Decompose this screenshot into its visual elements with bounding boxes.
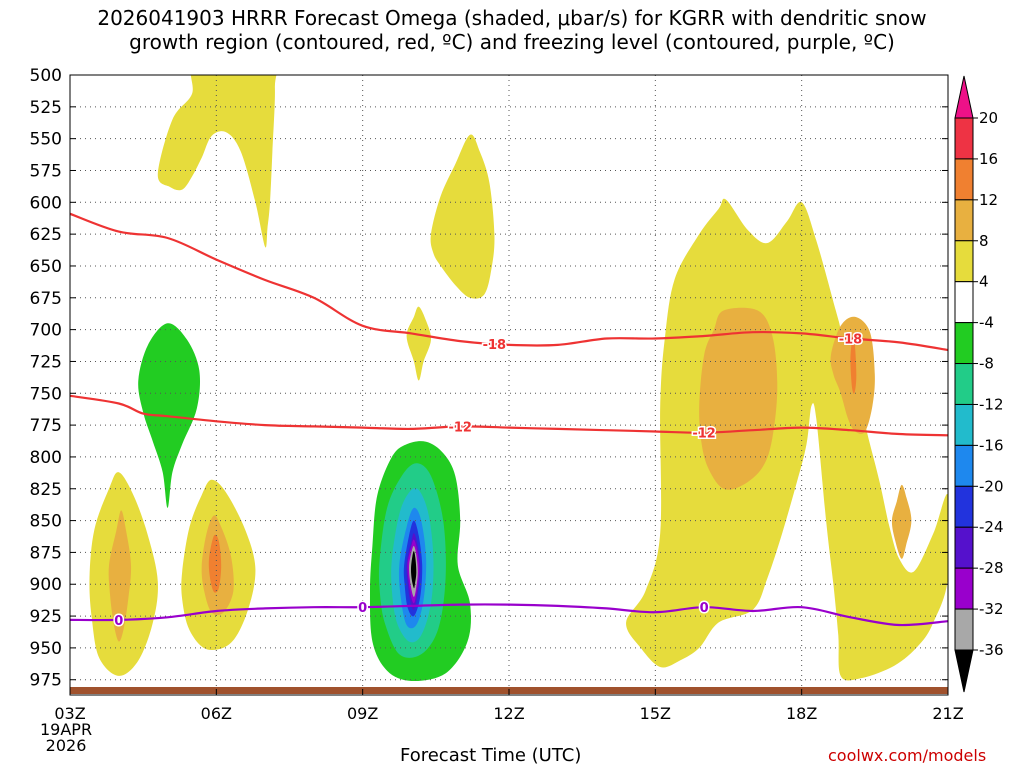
contour-label-0-2: 0 (700, 601, 709, 616)
x-tick-label-12Z: 12Z (493, 704, 524, 723)
chart-title-line2: growth region (contoured, red, ºC) and f… (129, 30, 895, 54)
colorbar-label-20: 20 (979, 109, 998, 127)
colorbar-bottom-cap (954, 649, 974, 693)
colorbar-bin--36--32 (954, 608, 974, 651)
y-tick-label-825: 825 (30, 480, 62, 500)
y-tick-label-925: 925 (30, 607, 62, 627)
omega-region-18 (626, 198, 948, 681)
axes: 500 525 550 575 600 625 650 675 700 725 750 775 800 8… (30, 66, 964, 723)
colorbar-label--8: -8 (979, 355, 994, 373)
contour-line--12 (70, 394, 948, 437)
y-tick-label-875: 875 (30, 543, 62, 563)
colorbar-bin--16--12 (954, 403, 974, 446)
x-tick-label-15Z: 15Z (640, 704, 671, 723)
colorbar-bin-8-12 (954, 199, 974, 242)
colorbar-bin-12-16 (954, 158, 974, 201)
colorbar-label--16: -16 (979, 436, 1004, 454)
y-tick-label-550: 550 (30, 130, 62, 150)
colorbar-label--32: -32 (979, 600, 1004, 618)
credit-link[interactable]: coolwx.com/models (828, 746, 987, 765)
temperature-contours: -18 -18 -12 -12 0 0 0 (70, 212, 948, 630)
start-date-day: 19APR (40, 720, 93, 739)
colorbar-bin--20--16 (954, 444, 974, 487)
colorbar-label--36: -36 (979, 641, 1004, 659)
colorbar-bin-4-8 (954, 240, 974, 283)
colorbar-label--4: -4 (979, 314, 994, 332)
chart-title: 2026041903 HRRR Forecast Omega (shaded, … (0, 6, 1024, 54)
omega-region-22 (891, 484, 912, 559)
x-tick-label-18Z: 18Z (786, 704, 817, 723)
omega-region-21 (850, 332, 857, 394)
contour-label--12-0: -12 (448, 420, 472, 435)
x-tick-label-03Z: 03Z (54, 704, 85, 723)
y-tick-label-850: 850 (30, 512, 62, 532)
y-tick-label-675: 675 (30, 289, 62, 309)
y-tick-label-600: 600 (30, 193, 62, 213)
y-tick-label-800: 800 (30, 448, 62, 468)
contour-label--18-0: -18 (483, 338, 507, 353)
start-date-label: 19APR 2026 (40, 722, 92, 754)
colorbar-label-16: 16 (979, 150, 998, 168)
contour-label--12-1: -12 (692, 427, 716, 442)
x-axis-label: Forecast Time (UTC) (400, 745, 582, 766)
omega-region-17 (410, 551, 417, 589)
colorbar-bin--24--20 (954, 485, 974, 528)
colorbar-bin--8--4 (954, 322, 974, 365)
colorbar-bin--12--8 (954, 363, 974, 405)
contour-line--18 (70, 212, 948, 352)
y-tick-label-500: 500 (30, 66, 62, 86)
chart-title-line1: 2026041903 HRRR Forecast Omega (shaded, … (97, 6, 927, 30)
omega-shading (89, 75, 948, 682)
colorbar-top-cap (954, 75, 974, 119)
contour-line-0 (70, 603, 948, 627)
colorbar-bin-16-20 (954, 117, 974, 160)
y-tick-label-725: 725 (30, 352, 62, 372)
x-tick-label-06Z: 06Z (201, 704, 232, 723)
colorbar-label-12: 12 (979, 191, 998, 209)
colorbar-label--24: -24 (979, 518, 1004, 536)
omega-region-4 (208, 534, 222, 593)
contour-label--18-1: -18 (839, 333, 863, 348)
colorbar-bin--4-4 (954, 281, 974, 324)
colorbar-bin--28--24 (954, 526, 974, 569)
y-tick-label-650: 650 (30, 257, 62, 277)
contour-label-0-1: 0 (358, 601, 367, 616)
x-tick-label-09Z: 09Z (347, 704, 378, 723)
colorbar: 20 16 12 8 4 -4 -8 -12 -16 -20 -24 -28 -32 -36 (954, 75, 1004, 693)
colorbar-label-4: 4 (979, 273, 989, 291)
start-date-year: 2026 (45, 736, 87, 755)
omega-region-5 (157, 75, 277, 248)
y-tick-label-775: 775 (30, 416, 62, 436)
y-tick-label-900: 900 (30, 575, 62, 595)
y-tick-label-625: 625 (30, 225, 62, 245)
x-tick-label-21Z: 21Z (932, 704, 963, 723)
omega-region-19 (699, 307, 778, 490)
omega-region-1 (108, 510, 132, 642)
y-tick-label-575: 575 (30, 161, 62, 181)
gridlines (70, 74, 948, 695)
omega-region-7 (430, 134, 495, 299)
y-tick-label-950: 950 (30, 639, 62, 659)
colorbar-bin--32--28 (954, 567, 974, 610)
y-tick-label-700: 700 (30, 321, 62, 341)
y-tick-label-525: 525 (30, 98, 62, 118)
colorbar-label--20: -20 (979, 477, 1004, 495)
contour-label-0-0: 0 (114, 614, 123, 629)
y-tick-label-975: 975 (30, 671, 62, 691)
colorbar-label-8: 8 (979, 232, 989, 250)
y-tick-label-750: 750 (30, 384, 62, 404)
colorbar-label--12: -12 (979, 395, 1004, 413)
colorbar-label--28: -28 (979, 559, 1004, 577)
omega-region-8 (406, 306, 432, 381)
